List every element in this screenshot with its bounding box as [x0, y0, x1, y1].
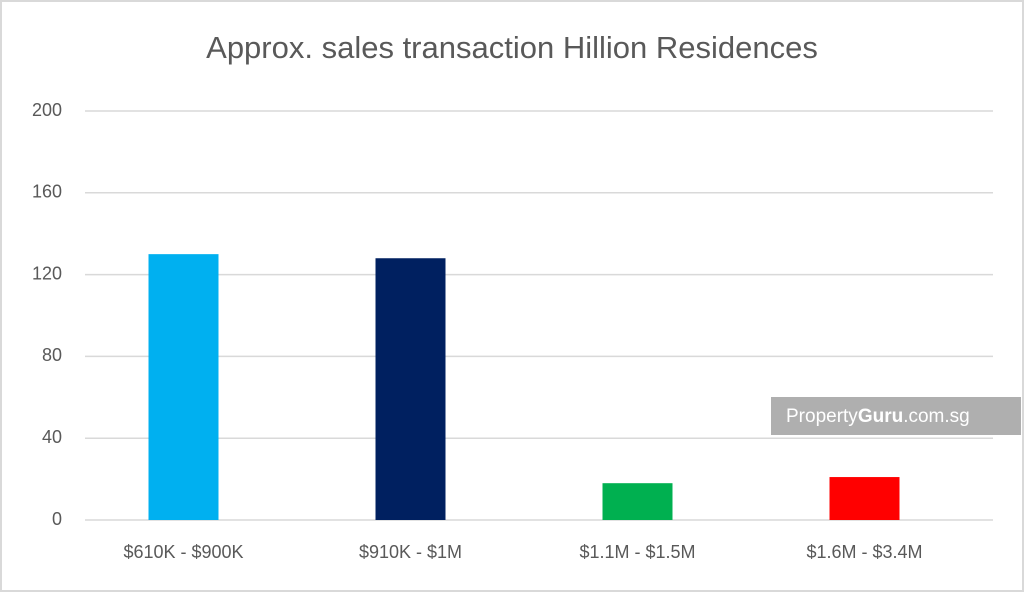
y-tick-label: 0 — [52, 509, 62, 529]
y-tick-label: 80 — [42, 345, 62, 365]
x-tick-label: $910K - $1M — [359, 542, 462, 562]
bar — [148, 254, 219, 520]
watermark-part: Guru — [858, 406, 903, 427]
bar — [829, 477, 900, 520]
watermark-part: Property — [786, 406, 858, 427]
bar — [375, 258, 446, 520]
y-tick-label: 160 — [32, 182, 62, 202]
watermark-bg — [771, 397, 1021, 435]
x-tick-label: $1.1M - $1.5M — [579, 542, 695, 562]
chart-title: Approx. sales transaction Hillion Reside… — [206, 30, 818, 65]
watermark: PropertyGuru.com.sg — [786, 406, 970, 427]
bar — [602, 483, 673, 520]
y-tick-label: 200 — [32, 100, 62, 120]
x-tick-label: $1.6M - $3.4M — [806, 542, 922, 562]
x-tick-label: $610K - $900K — [123, 542, 243, 562]
y-tick-label: 40 — [42, 427, 62, 447]
watermark-part: .com.sg — [903, 406, 970, 427]
y-tick-label: 120 — [32, 263, 62, 283]
